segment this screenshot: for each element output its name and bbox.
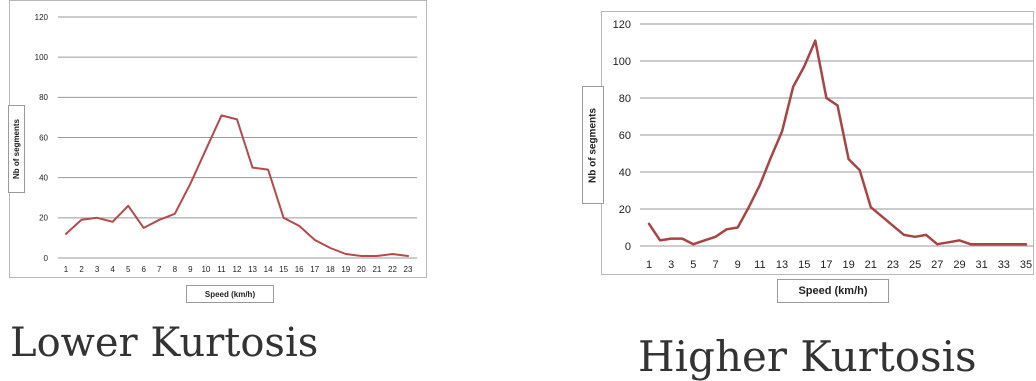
x-tick-label: 19 [341,265,350,274]
x-tick-label: 13 [776,259,788,271]
y-tick-label: 60 [619,130,631,142]
x-tick-label: 19 [842,259,854,271]
x-tick-label: 29 [953,259,965,271]
x-tick-label: 5 [690,259,696,271]
y-tick-label: 80 [619,93,631,105]
x-tick-label: 11 [754,259,765,271]
y-tick-label: 40 [39,173,48,182]
y-tick-label: 120 [35,13,49,22]
y-tick-label: 100 [613,56,631,68]
y-axis-label: Nb of segments [8,105,25,193]
y-tick-label: 20 [619,204,631,216]
y-tick-label: 20 [39,214,48,223]
x-tick-label: 22 [388,265,397,274]
x-tick-label: 33 [998,259,1010,271]
x-tick-label: 20 [357,265,366,274]
x-tick-label: 35 [1020,259,1032,271]
x-tick-label: 4 [110,265,115,274]
x-tick-label: 16 [295,265,304,274]
series-line [65,114,409,257]
x-tick-label: 17 [310,265,319,274]
x-tick-label: 17 [820,259,832,271]
x-tick-label: 27 [931,259,943,271]
lower-kurtosis-chart: 0 20 40 60 80 100 120 1 2 3 4 5 6 7 8 9 10 11 12 13 14 15 16 17… [8,0,427,303]
y-tick-label: 40 [619,167,631,179]
x-tick-label: 1 [64,265,69,274]
x-tick-label: 31 [976,259,988,271]
y-axis-label: Nb of segments [582,86,604,204]
x-tick-label: 18 [326,265,335,274]
x-tick-label: 2 [79,265,84,274]
x-tick-label: 9 [188,265,193,274]
x-tick-label: 15 [798,259,810,271]
x-tick-label: 12 [233,265,242,274]
x-tick-label: 7 [712,259,718,271]
x-tick-label: 23 [404,265,413,274]
x-tick-label: 3 [95,265,100,274]
y-tick-label: 0 [44,254,49,263]
x-tick-label: 21 [865,259,877,271]
y-tick-label: 80 [39,93,48,102]
x-tick-label: 13 [248,265,257,274]
x-tick-label: 21 [372,265,381,274]
x-tick-label: 15 [279,265,288,274]
x-tick-label: 10 [201,265,210,274]
x-tick-label: 14 [264,265,273,274]
y-tick-label: 120 [613,19,631,31]
x-tick-label: 8 [173,265,178,274]
x-axis-label: Speed (km/h) [186,285,274,303]
higher-kurtosis-caption: Higher Kurtosis [638,332,977,381]
x-tick-label: 6 [142,265,147,274]
higher-kurtosis-chart: 0 20 40 60 80 100 120 1 3 5 7 9 11 13 15 17 19 21 23 25 27 29… [582,11,1034,303]
y-tick-label: 60 [39,133,48,142]
y-tick-label: 100 [35,53,49,62]
x-tick-label: 1 [646,259,652,271]
x-tick-label: 23 [887,259,899,271]
lower-kurtosis-caption: Lower Kurtosis [10,320,319,366]
y-tick-label: 0 [625,241,631,253]
x-tick-label: 9 [735,259,741,271]
series-line [647,39,1028,246]
x-tick-label: 7 [157,265,162,274]
x-tick-label: 5 [126,265,131,274]
x-axis-label: Speed (km/h) [777,279,889,303]
x-tick-label: 25 [909,259,921,271]
x-tick-label: 11 [217,265,226,274]
x-tick-label: 3 [668,259,674,271]
